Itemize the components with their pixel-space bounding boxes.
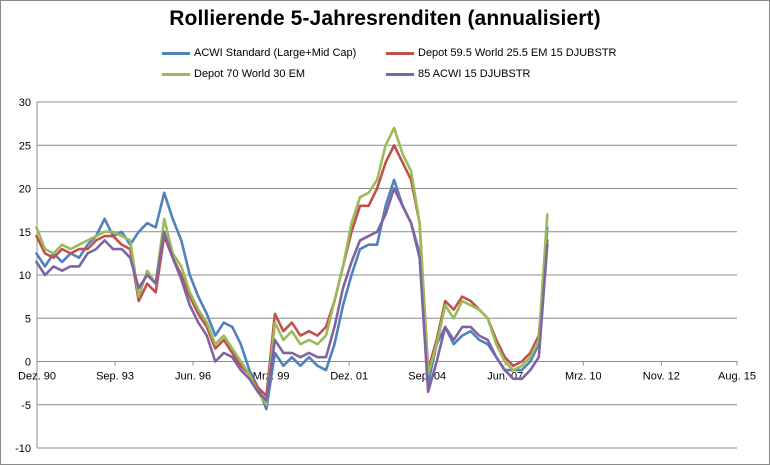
legend-label-depot-70: Depot 70 World 30 EM [194, 68, 306, 80]
legend-swatch-85-acwi [386, 72, 414, 76]
y-tick-label: -10 [15, 443, 31, 455]
y-tick-label: 25 [19, 140, 31, 152]
legend-item-depot-59-5: Depot 59.5 World 25.5 EM 15 DJUBSTR [386, 47, 617, 59]
y-tick-label: 30 [19, 97, 31, 109]
legend-label-85-acwi: 85 ACWI 15 DJUBSTR [418, 68, 531, 80]
legend-item-acwi-standard: ACWI Standard (Large+Mid Cap) [162, 47, 356, 59]
x-tick-label: Sep. 93 [96, 371, 134, 383]
y-tick-label: 15 [19, 227, 31, 239]
legend-swatch-depot-59-5 [386, 51, 414, 55]
legend-label-depot-59-5: Depot 59.5 World 25.5 EM 15 DJUBSTR [418, 47, 617, 59]
series-line-1 [35, 144, 549, 398]
chart-title: Rollierende 5-Jahresrenditen (annualisie… [169, 7, 601, 30]
y-tick-label: 0 [25, 357, 31, 369]
series-lines [35, 126, 549, 411]
x-tick-label: Mrz. 10 [565, 371, 602, 383]
x-tick-label: Jun. 96 [175, 371, 211, 383]
y-tick-label: 20 [19, 184, 31, 196]
series-line-2 [35, 126, 549, 407]
legend-item-85-acwi: 85 ACWI 15 DJUBSTR [386, 68, 530, 80]
x-tick-label: Dez. 01 [330, 371, 368, 383]
series-line-0 [35, 178, 549, 411]
y-tick-label: -5 [21, 400, 31, 412]
legend-label-acwi-standard: ACWI Standard (Large+Mid Cap) [194, 47, 357, 59]
legend-item-depot-70: Depot 70 World 30 EM [162, 68, 305, 80]
x-tick-label: Aug. 15 [718, 371, 756, 383]
legend-swatch-acwi-standard [162, 51, 190, 55]
x-tick-label: Dez. 90 [18, 371, 56, 383]
gridlines [37, 101, 737, 449]
y-tick-label: 10 [19, 270, 31, 282]
axes: -10 -5 0 5 10 15 20 25 30 Dez. 90 Sep. 93 Jun. 96 Mr… [15, 97, 756, 455]
y-tick-label: 5 [25, 313, 31, 325]
series-line-3 [35, 187, 549, 402]
legend-swatch-depot-70 [162, 72, 190, 76]
x-tick-label: Nov. 12 [643, 371, 680, 383]
